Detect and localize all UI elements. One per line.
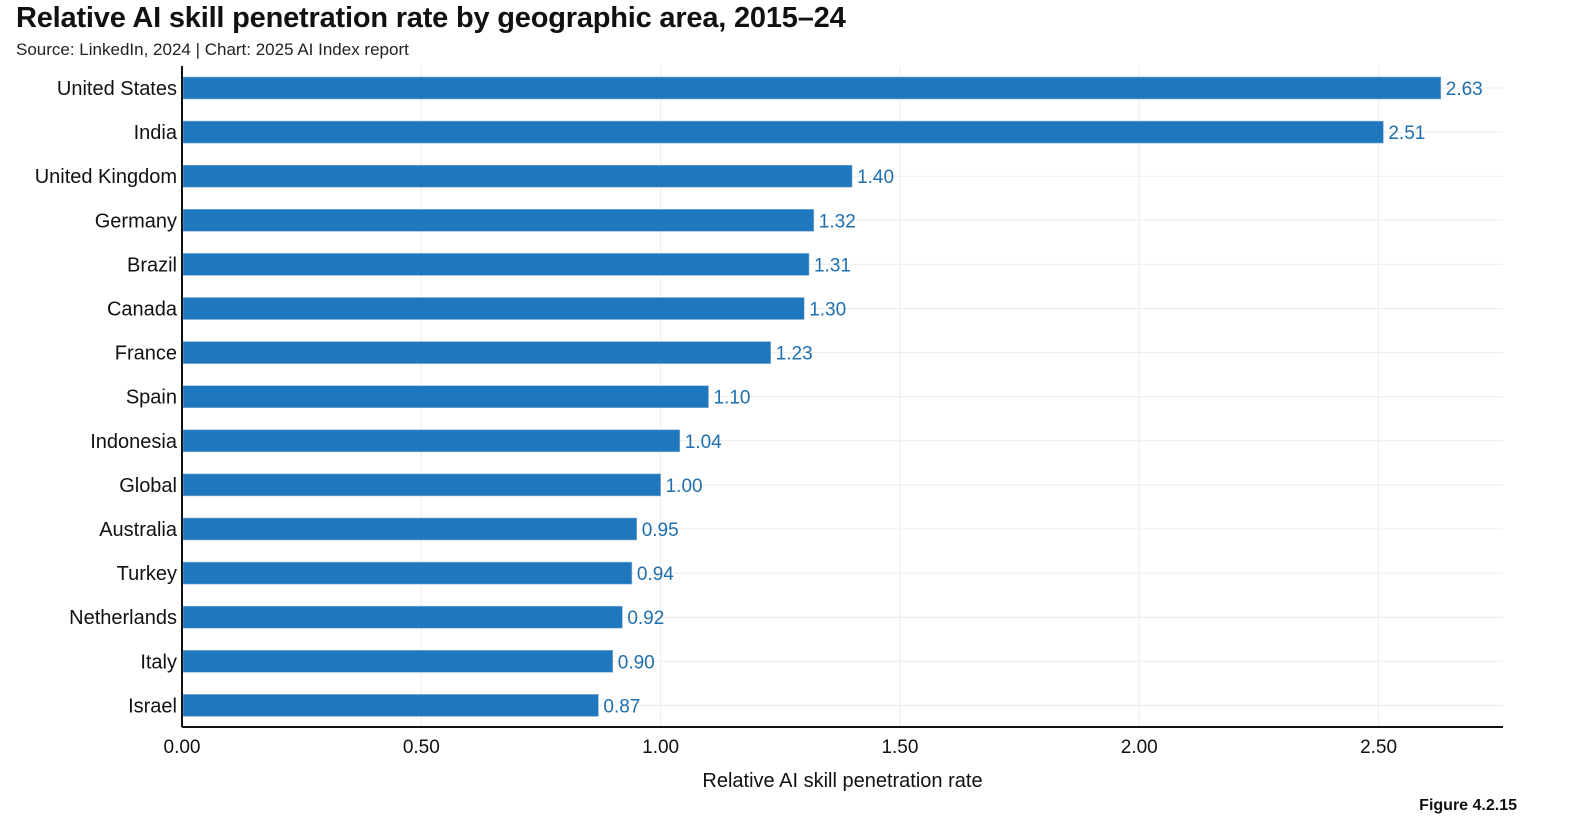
bar-value-label: 1.30 [809, 300, 846, 321]
bar-value-label: 1.32 [819, 211, 856, 232]
bar [182, 76, 1442, 100]
bar [182, 694, 599, 717]
x-axis-title: Relative AI skill penetration rate [702, 770, 982, 792]
bar [182, 164, 853, 188]
x-tick-label: 0.50 [403, 737, 440, 758]
bar-value-label: 0.94 [637, 564, 674, 585]
figure-label: Figure 4.2.15 [1419, 797, 1517, 814]
bar-value-label: 1.40 [857, 167, 894, 188]
bar-value-label: 0.92 [627, 608, 664, 629]
bar-value-label: 1.31 [814, 255, 851, 276]
chart-subtitle: Source: LinkedIn, 2024 | Chart: 2025 AI … [16, 40, 409, 59]
category-label: Netherlands [69, 607, 177, 629]
bar-value-label: 2.51 [1388, 123, 1425, 144]
bar-value-label: 1.10 [713, 388, 750, 409]
chart-title: Relative AI skill penetration rate by ge… [16, 2, 846, 34]
category-label: United Kingdom [35, 166, 177, 188]
bar [182, 429, 681, 453]
bar [182, 253, 810, 276]
category-label: Spain [126, 387, 177, 409]
bar [182, 209, 815, 232]
category-label: United States [57, 78, 177, 100]
bar [182, 517, 637, 541]
bar [182, 605, 623, 629]
category-label: Germany [95, 210, 177, 232]
category-label: Italy [140, 651, 177, 673]
category-label: France [115, 343, 177, 365]
category-label: Israel [128, 695, 177, 717]
category-label: Indonesia [90, 431, 178, 453]
category-label: Turkey [117, 563, 177, 585]
x-tick-label: 2.00 [1121, 737, 1158, 758]
x-tick-label: 1.00 [642, 737, 679, 758]
bar [182, 341, 772, 364]
x-tick-label: 0.00 [164, 737, 201, 758]
bar [182, 297, 805, 320]
bar-value-label: 1.23 [776, 344, 813, 365]
bar [182, 561, 633, 585]
bar-value-label: 0.95 [642, 520, 679, 541]
category-label: Brazil [127, 254, 177, 276]
category-label: India [134, 122, 178, 144]
x-tick-label: 2.50 [1360, 737, 1397, 758]
bar-value-label: 2.63 [1446, 79, 1483, 100]
bar [182, 120, 1384, 144]
category-label: Canada [107, 299, 178, 321]
bar-value-label: 1.04 [685, 432, 722, 453]
category-label: Australia [99, 519, 178, 541]
bar-value-label: 0.87 [603, 696, 640, 717]
category-label: Global [119, 475, 177, 497]
bar-value-label: 1.00 [666, 476, 703, 497]
bar [182, 649, 614, 673]
x-tick-label: 1.50 [881, 737, 918, 758]
bar [182, 473, 661, 497]
bar [182, 385, 709, 409]
bar-value-label: 0.90 [618, 652, 655, 673]
